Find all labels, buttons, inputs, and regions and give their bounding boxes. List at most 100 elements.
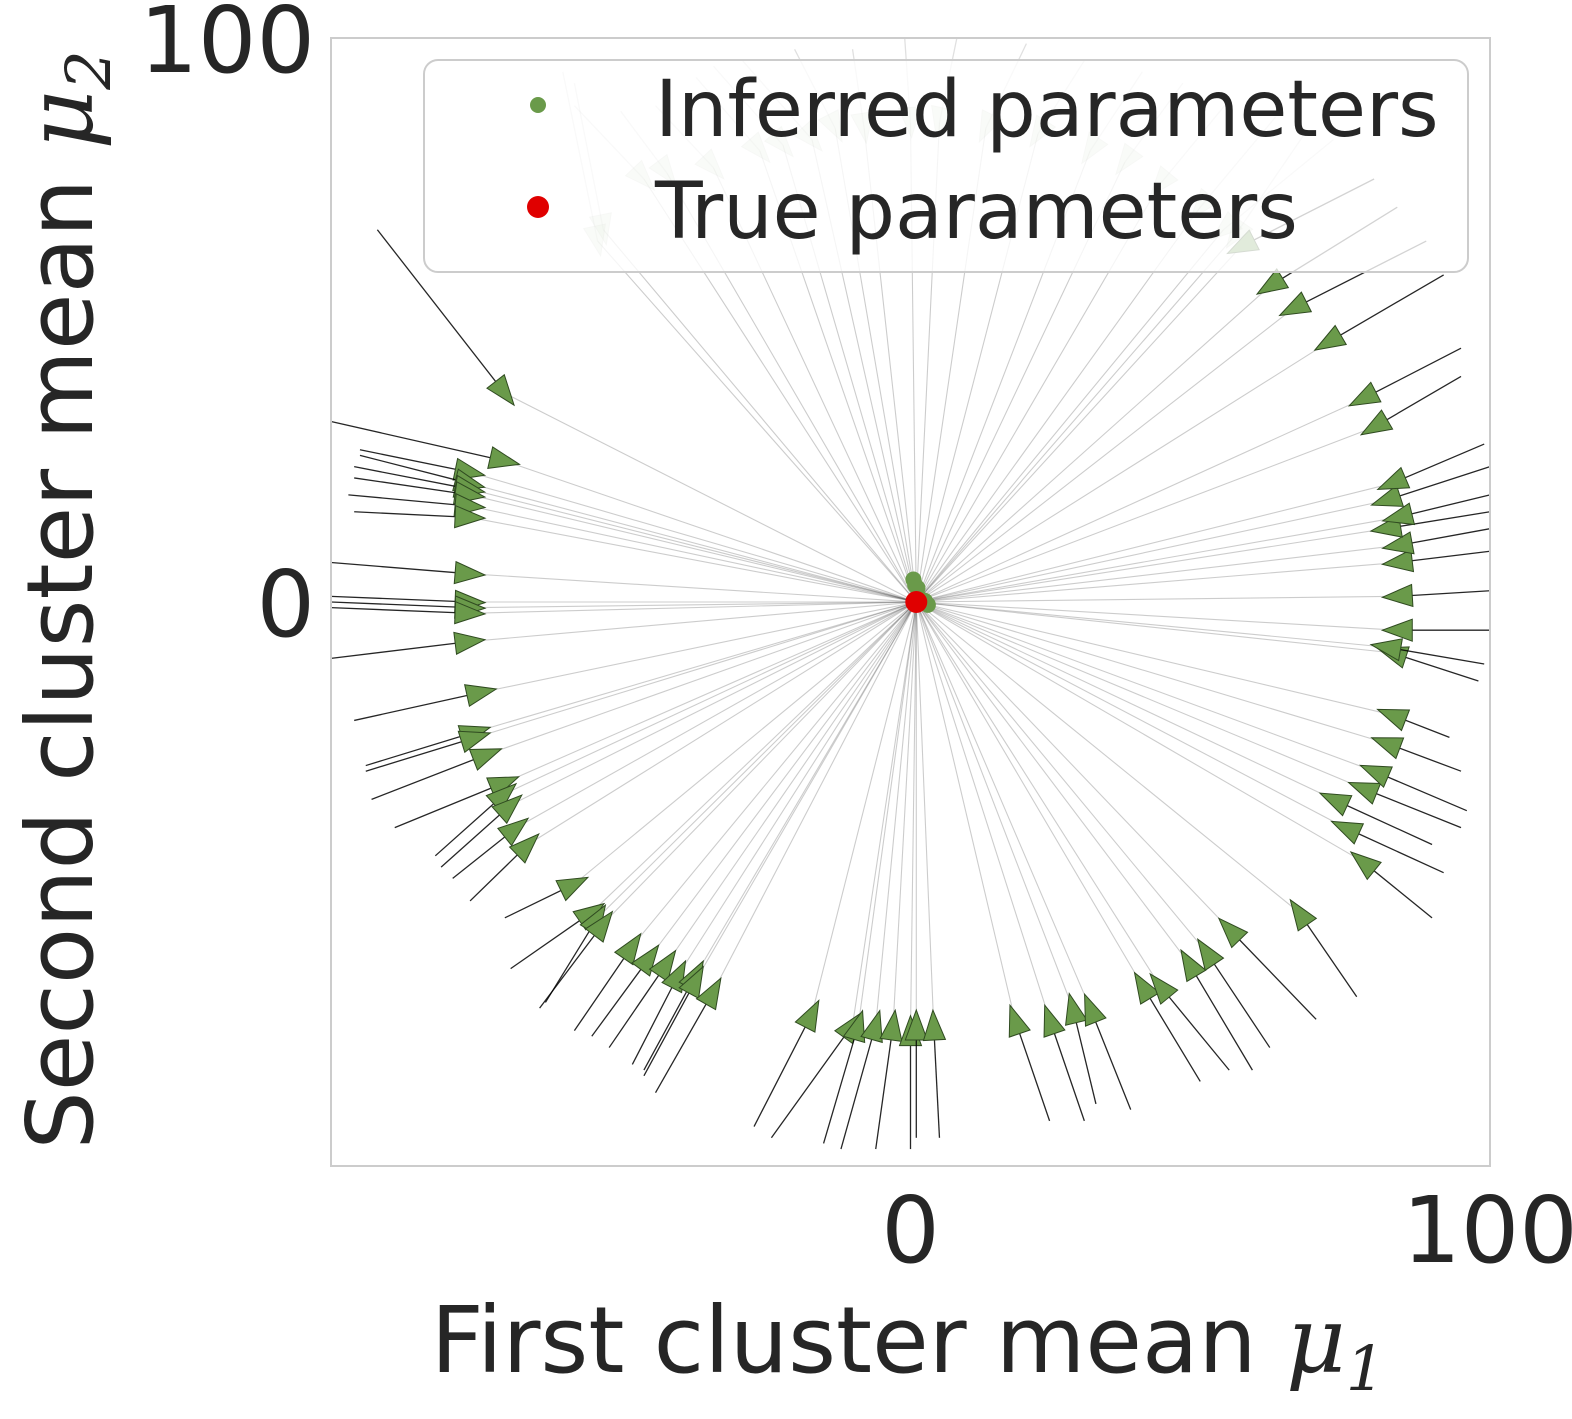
trajectory-init-segment xyxy=(330,606,471,614)
trajectory-path xyxy=(916,545,1398,603)
trajectory-arrowhead xyxy=(1065,992,1088,1026)
trajectory xyxy=(915,601,1230,1071)
trajectory xyxy=(915,601,1201,1082)
trajectory-arrowhead xyxy=(454,504,487,529)
trajectory-path xyxy=(602,229,917,603)
trajectory-path xyxy=(915,308,1294,603)
trajectory xyxy=(916,601,1450,738)
trajectory-arrowhead xyxy=(1380,583,1414,608)
trajectory-init-segment xyxy=(354,691,482,722)
trajectory-path xyxy=(916,601,1363,862)
trajectory-init-segment xyxy=(1333,798,1433,846)
trajectory-arrowhead xyxy=(1376,708,1411,732)
trajectory-path xyxy=(916,601,1375,772)
trajectory-path xyxy=(915,601,1190,964)
trajectory-arrowhead xyxy=(508,833,540,864)
trajectory-arrowhead xyxy=(1359,409,1394,436)
trajectory xyxy=(365,601,917,772)
trajectory xyxy=(544,601,917,1003)
trajectory-arrowhead xyxy=(1358,764,1393,789)
trajectory xyxy=(904,602,929,1138)
trajectory-path xyxy=(469,516,917,603)
trajectory xyxy=(440,601,917,868)
trajectory-arrowhead xyxy=(1347,781,1382,805)
trajectory-arrowhead xyxy=(453,560,487,585)
trajectory-arrowhead xyxy=(842,1009,866,1044)
trajectory-path xyxy=(915,601,935,1026)
trajectory-init-segment xyxy=(1397,550,1491,564)
trajectory-path xyxy=(916,499,1386,603)
trajectory-path xyxy=(915,601,1300,913)
trajectory-path xyxy=(916,601,1334,800)
legend-label-true: True parameters xyxy=(654,167,1298,257)
trajectory-init-segment xyxy=(510,911,593,970)
trajectory xyxy=(504,601,917,919)
trajectory-path xyxy=(487,601,917,755)
trajectory-path xyxy=(916,398,1363,603)
trajectory-arrowhead xyxy=(1330,820,1365,845)
trajectory-path xyxy=(469,488,917,603)
trajectory xyxy=(376,229,917,603)
trajectory xyxy=(770,601,917,1139)
trajectory-init-segment xyxy=(348,494,471,507)
trajectory-arrowhead xyxy=(1008,1003,1031,1038)
trajectory-path xyxy=(469,494,917,603)
trajectory-path xyxy=(915,601,1161,986)
trajectory-path xyxy=(469,471,917,603)
trajectory-init-segment xyxy=(1188,962,1253,1071)
trajectory xyxy=(916,274,1444,603)
trajectory-arrowhead xyxy=(860,1009,883,1044)
trajectory xyxy=(916,583,1491,608)
trajectory-arrowhead xyxy=(486,373,515,407)
trajectory-path xyxy=(915,601,1051,1020)
trajectory-path xyxy=(475,601,917,733)
trajectory-init-segment xyxy=(354,477,471,496)
trajectory xyxy=(354,601,917,722)
trajectory-path xyxy=(916,601,1392,716)
trajectory-path xyxy=(597,240,917,603)
y-tick-label: 100 xyxy=(139,0,315,94)
trajectory-path xyxy=(504,601,917,795)
trajectory xyxy=(916,466,1491,603)
trajectory-init-segment xyxy=(354,511,471,519)
trajectory-init-segment xyxy=(330,420,505,462)
trajectory-init-segment xyxy=(330,595,471,603)
trajectory-arrowhead xyxy=(1369,638,1403,662)
trajectory-path xyxy=(481,601,917,693)
trajectory-path xyxy=(811,601,917,1014)
trajectory xyxy=(916,601,1490,642)
legend-label-inferred: Inferred parameters xyxy=(655,65,1439,155)
trajectory xyxy=(330,601,917,660)
trajectory-path xyxy=(510,601,917,806)
trajectory xyxy=(330,420,917,603)
trajectory xyxy=(898,601,923,1150)
trajectory xyxy=(840,601,917,1150)
trajectory xyxy=(916,601,1444,874)
trajectory-init-segment xyxy=(1385,511,1491,530)
trajectory-init-segment xyxy=(753,1013,813,1127)
trajectory-path xyxy=(602,601,917,924)
legend-box xyxy=(423,59,1469,273)
trajectory-path xyxy=(875,601,917,1026)
trajectory-arrowhead xyxy=(904,1008,929,1041)
trajectory-path xyxy=(915,601,1230,930)
trajectory-init-segment xyxy=(1298,911,1358,998)
trajectory-init-segment xyxy=(440,804,512,868)
trajectory-arrowhead xyxy=(464,684,498,708)
trajectory-path xyxy=(631,601,917,947)
trajectory-arrowhead xyxy=(1380,549,1415,573)
trajectory-init-segment xyxy=(933,1024,941,1138)
trajectory-path xyxy=(527,601,917,845)
trajectory-path xyxy=(666,601,917,964)
trajectory-arrowhead xyxy=(1380,618,1413,642)
trajectory-init-segment xyxy=(330,601,471,609)
trajectory xyxy=(330,560,917,603)
trajectory xyxy=(916,601,1462,829)
trajectory-arrowhead xyxy=(468,748,503,771)
trajectory xyxy=(915,601,947,1138)
trajectory-arrowhead xyxy=(678,965,704,1000)
trajectory xyxy=(359,454,917,603)
trajectory xyxy=(330,600,917,625)
trajectory-init-segment xyxy=(1397,528,1491,547)
trajectory xyxy=(916,528,1491,603)
